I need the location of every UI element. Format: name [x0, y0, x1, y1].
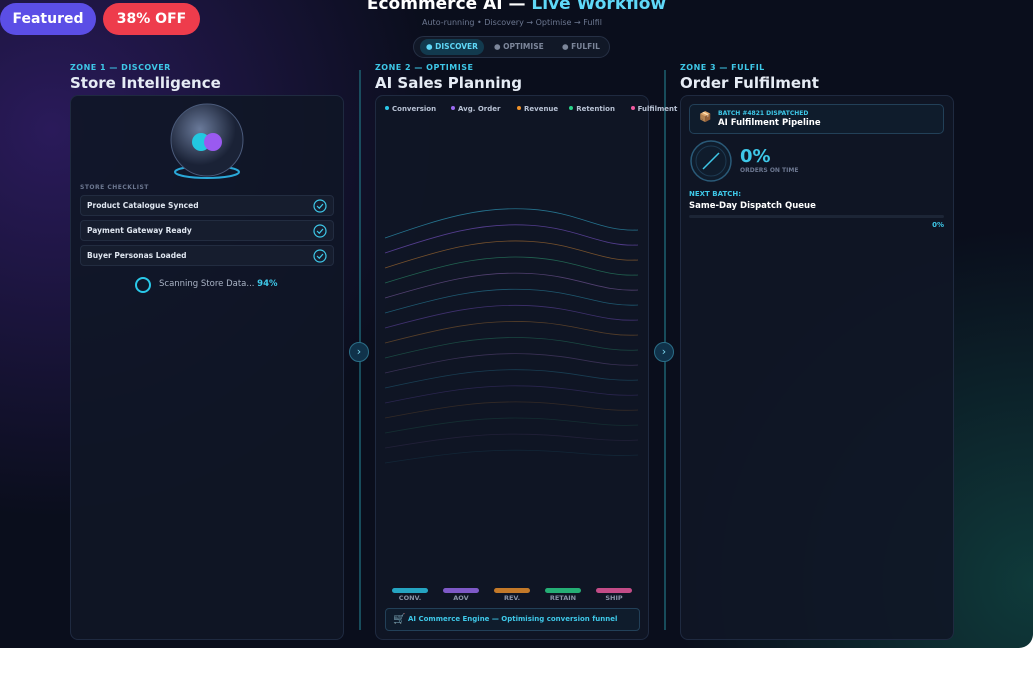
box-icon: 📦 [699, 112, 712, 123]
bar-label: RETAIN [549, 594, 577, 602]
legend-label: Avg. Order [458, 105, 501, 113]
orb [170, 103, 244, 179]
on-time-label: ORDERS ON TIME [740, 167, 799, 174]
bar-pill [494, 588, 530, 593]
next-arrow[interactable]: › [654, 342, 674, 362]
check-mark [316, 253, 324, 260]
legend-dot [569, 106, 574, 110]
bar-label: CONV. [398, 594, 422, 602]
zone-tag: ZONE 1 — DISCOVER [70, 63, 171, 72]
next-batch: Same-Day Dispatch Queue [689, 201, 816, 211]
batch-id: BATCH #4821 DISPATCHED [718, 110, 809, 117]
check-icon [313, 199, 327, 213]
bar-pill [392, 588, 428, 593]
panel [375, 95, 649, 640]
bar-label: AOV [453, 594, 469, 602]
zone-title: Store Intelligence [70, 74, 221, 92]
bar-pill [545, 588, 581, 593]
bar-label: REV. [503, 594, 521, 602]
checklist-item[interactable]: Product Catalogue Synced [80, 195, 334, 216]
next-arrow[interactable]: › [349, 342, 369, 362]
title-accent: Live Workflow [531, 0, 667, 14]
legend-dot [517, 106, 521, 110]
legend-dot [630, 106, 635, 110]
legend-label: Revenue [524, 105, 559, 113]
legend-item[interactable]: Avg. Order [451, 105, 500, 113]
check-icon [313, 249, 327, 263]
engine-banner: 🛒 AI Commerce Engine — Optimising convers… [385, 608, 640, 631]
pipeline: AI Fulfilment Pipeline [718, 118, 821, 128]
title-main: Ecommerce AI — [366, 0, 526, 14]
legend-dot [385, 106, 389, 110]
legend-item[interactable]: Conversion [385, 105, 436, 113]
step[interactable]: ● FULFIL [562, 42, 600, 51]
check-icon [313, 224, 327, 238]
progress-track [689, 215, 944, 218]
checklist-item[interactable]: Payment Gateway Ready [80, 220, 334, 241]
spinner [135, 277, 151, 293]
discount-badge[interactable]: 38% OFF [103, 3, 200, 35]
step-label: FULFIL [571, 42, 600, 51]
step[interactable]: ● DISCOVER [420, 39, 484, 55]
featured-badge[interactable]: Featured [0, 3, 96, 35]
cart-icon: 🛒 [393, 614, 406, 625]
batch-box: 📦 BATCH #4821 DISPATCHED AI Fulfilment P… [689, 104, 944, 134]
dashboard: Featured 38% OFF Ecommerce AI — Live Wor… [0, 0, 1033, 648]
step-bar: ● DISCOVER ● OPTIMISE ● FULFIL [413, 36, 610, 58]
legend-item[interactable]: Retention [569, 105, 615, 113]
gauge [690, 140, 732, 182]
status-text: Scanning Store Data... [159, 279, 255, 289]
check-ring [313, 199, 327, 213]
legend-dot [451, 106, 455, 110]
zone-title: AI Sales Planning [375, 74, 522, 92]
progress-label: 0% [932, 221, 944, 229]
bar-pill [596, 588, 632, 593]
on-time-rate: 0% [740, 146, 771, 167]
scan-status: Scanning Store Data... 94% [159, 279, 278, 289]
check-mark [316, 228, 324, 235]
status-progress: 94% [257, 279, 278, 289]
legend-label: Conversion [392, 105, 437, 113]
next-label: NEXT BATCH: [689, 190, 742, 198]
step-label: OPTIMISE [503, 42, 544, 51]
subtitle: Auto-running • Discovery → Optimise → Fu… [422, 18, 602, 27]
check-ring [313, 224, 327, 238]
engine-text: AI Commerce Engine — Optimising conversi… [408, 615, 618, 623]
zone-tag: ZONE 2 — OPTIMISE [375, 63, 474, 72]
step-label: DISCOVER [435, 42, 478, 51]
legend-label: Retention [576, 105, 615, 113]
legend-item[interactable]: Fulfilment [630, 105, 678, 113]
check-ring [313, 249, 327, 263]
panel [70, 95, 344, 640]
legend-item[interactable]: Revenue [517, 105, 558, 113]
legend-label: Fulfilment [637, 105, 678, 113]
title: Ecommerce AI — Live Workflow [0, 0, 1033, 14]
panel [680, 95, 954, 640]
zone-title: Order Fulfilment [680, 74, 819, 92]
step[interactable]: ● OPTIMISE [494, 42, 544, 51]
bar-label: SHIP [605, 594, 623, 602]
check-mark [316, 203, 324, 210]
checklist-title: STORE CHECKLIST [80, 184, 149, 191]
bar-pill [443, 588, 479, 593]
checklist-item[interactable]: Buyer Personas Loaded [80, 245, 334, 266]
zone-tag: ZONE 3 — FULFIL [680, 63, 765, 72]
